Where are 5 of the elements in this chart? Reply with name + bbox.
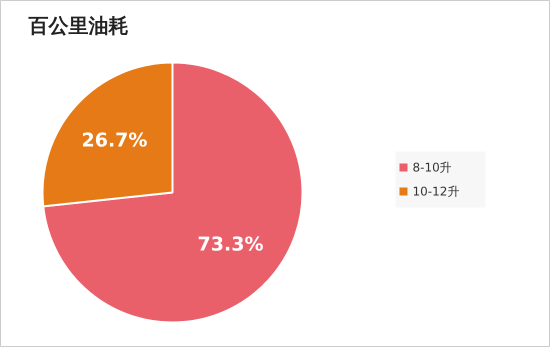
legend-label: 8-10升 xyxy=(412,160,452,174)
legend-label: 10-12升 xyxy=(412,184,460,198)
data-label: 26.7% xyxy=(82,129,148,152)
data-label: 73.3% xyxy=(198,234,264,256)
chart-title: 百公里油耗 xyxy=(28,14,128,38)
